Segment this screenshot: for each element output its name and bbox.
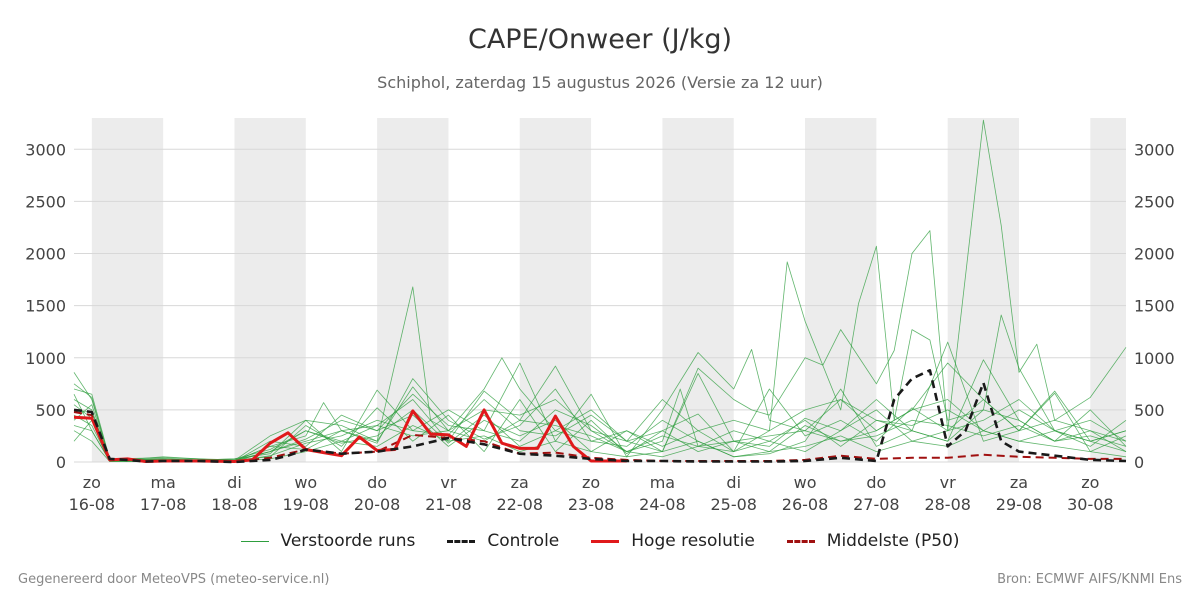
ensemble-run-line — [73, 390, 1127, 462]
x-tick-date: 19-08 — [283, 495, 330, 514]
y-tick-label: 2000 — [1134, 245, 1175, 264]
legend-swatch — [591, 539, 620, 543]
x-tick-date: 21-08 — [425, 495, 472, 514]
legend-swatch — [240, 540, 269, 542]
chart-subtitle: Schiphol, zaterdag 15 augustus 2026 (Ver… — [377, 73, 823, 92]
y-tick-label: 3000 — [25, 140, 66, 159]
night-band — [662, 118, 734, 462]
x-tick-weekday: wo — [794, 473, 817, 492]
y-tick-label: 1500 — [25, 297, 66, 316]
y-tick-label: 2000 — [25, 245, 66, 264]
x-tick-date: 23-08 — [568, 495, 615, 514]
x-axis: zo 16-08 ma 17-08 di 18-08 wo 19-08 do 20-08 vr 21-… — [69, 473, 1114, 514]
series-line — [73, 408, 627, 463]
x-tick-weekday: vr — [440, 473, 456, 492]
x-tick-weekday: za — [1010, 473, 1028, 492]
x-tick-weekday: di — [726, 473, 741, 492]
x-tick-date: 25-08 — [710, 495, 757, 514]
night-band — [519, 118, 592, 462]
chart-title: CAPE/Onweer (J/kg) — [467, 24, 732, 55]
legend-label: Middelste (P50) — [826, 531, 960, 551]
y-tick-label: 0 — [1134, 453, 1144, 472]
x-tick-date: 16-08 — [69, 495, 116, 514]
y-axis-right: 0 500 1000 1500 2000 2500 3000 — [1134, 140, 1175, 472]
x-tick-weekday: zo — [1081, 473, 1099, 492]
x-tick-date: 22-08 — [497, 495, 544, 514]
x-tick-date: 27-08 — [853, 495, 900, 514]
x-tick-date: 18-08 — [211, 495, 258, 514]
night-bands — [91, 118, 1126, 462]
night-band — [1090, 118, 1126, 462]
x-tick-date: 29-08 — [996, 495, 1043, 514]
x-tick-weekday: zo — [83, 473, 101, 492]
x-tick-weekday: vr — [940, 473, 956, 492]
chart-legend: Verstoorde runs Controle Hoge resolutie Mid… — [0, 531, 1200, 551]
y-tick-label: 500 — [35, 401, 66, 420]
y-tick-label: 1000 — [25, 349, 66, 368]
footer-source: Bron: ECMWF AIFS/KNMI Ens — [997, 572, 1182, 587]
x-tick-weekday: do — [367, 473, 387, 492]
legend-label: Hoge resolutie — [631, 531, 755, 551]
y-tick-label: 2500 — [25, 192, 66, 211]
series-line — [73, 369, 1127, 464]
x-tick-weekday: ma — [650, 473, 675, 492]
cape-chart: 0 500 1000 1500 2000 2500 3000 0 500 1000 1500 200… — [25, 118, 1175, 514]
x-tick-weekday: do — [866, 473, 886, 492]
x-tick-date: 30-08 — [1067, 495, 1114, 514]
night-band — [377, 118, 449, 462]
legend-label: Verstoorde runs — [280, 531, 416, 551]
night-band — [805, 118, 877, 462]
y-axis-left: 0 500 1000 1500 2000 2500 3000 — [25, 140, 66, 472]
y-tick-label: 0 — [56, 453, 66, 472]
x-tick-date: 20-08 — [354, 495, 401, 514]
x-tick-date: 17-08 — [140, 495, 187, 514]
y-tick-label: 2500 — [1134, 192, 1175, 211]
ensemble-run-line — [73, 399, 1127, 462]
legend-swatch — [786, 539, 815, 543]
legend-item: Hoge resolutie — [591, 531, 755, 551]
x-tick-date: 28-08 — [924, 495, 971, 514]
legend-swatch — [447, 539, 476, 543]
ensemble-run-line — [73, 388, 1127, 462]
x-tick-date: 26-08 — [782, 495, 829, 514]
main-series — [73, 369, 1127, 464]
x-tick-weekday: wo — [294, 473, 317, 492]
legend-item: Controle — [447, 531, 559, 551]
x-tick-weekday: zo — [582, 473, 600, 492]
x-tick-weekday: za — [511, 473, 529, 492]
x-tick-weekday: ma — [150, 473, 175, 492]
night-band — [91, 118, 164, 462]
y-tick-label: 1000 — [1134, 349, 1175, 368]
legend-item: Verstoorde runs — [240, 531, 416, 551]
x-tick-date: 24-08 — [639, 495, 686, 514]
legend-label: Controle — [487, 531, 560, 551]
ensemble-run-line — [73, 383, 1127, 461]
footer-generated-by: Gegenereerd door MeteoVPS (meteo-service… — [18, 572, 330, 587]
y-tick-label: 500 — [1134, 401, 1165, 420]
legend-item: Middelste (P50) — [786, 531, 960, 551]
y-tick-label: 3000 — [1134, 140, 1175, 159]
night-band — [234, 118, 306, 462]
x-tick-weekday: di — [227, 473, 242, 492]
y-tick-label: 1500 — [1134, 297, 1175, 316]
night-band — [947, 118, 1020, 462]
